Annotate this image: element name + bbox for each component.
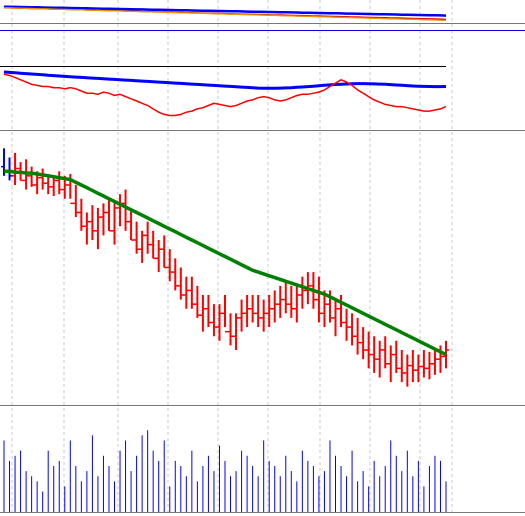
panel-separators [0, 23, 525, 513]
moving-average-line [4, 169, 447, 357]
oscillator-panel [0, 65, 447, 117]
price-panel [1, 148, 449, 387]
volume-panel [3, 430, 447, 512]
top-indicator-panel [3, 5, 447, 21]
series-line-0 [3, 70, 447, 90]
series-line-1 [3, 73, 447, 117]
series-line-3 [3, 7, 447, 21]
series-line-0 [3, 5, 447, 17]
